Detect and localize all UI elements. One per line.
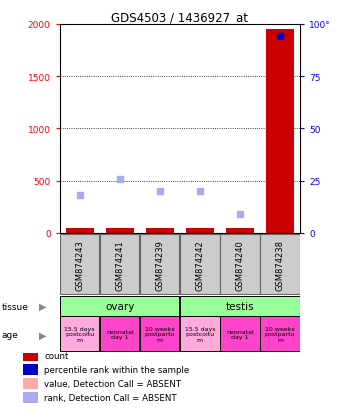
Text: GSM874238: GSM874238 [276,239,284,290]
Text: 10 weeks
postpartu
m: 10 weeks postpartu m [265,326,295,342]
Bar [220,235,260,295]
Text: 15.5 days
postcoitu
m: 15.5 days postcoitu m [185,326,215,342]
Text: ▶: ▶ [39,301,47,311]
Text: neonatal
day 1: neonatal day 1 [106,329,134,339]
Bar [66,229,94,233]
Bar [180,235,220,295]
Bar [140,317,179,351]
Bar [266,30,294,233]
Bar [24,378,38,389]
Text: 15.5 days
postcoitu
m: 15.5 days postcoitu m [64,326,95,342]
Text: GSM874243: GSM874243 [75,240,84,290]
Bar [140,235,179,295]
Text: 10 weeks
postpartu
m: 10 weeks postpartu m [145,326,175,342]
Bar [100,317,139,351]
Text: count: count [44,351,69,361]
Text: ▶: ▶ [39,330,47,339]
Bar [226,229,254,233]
Bar [60,317,99,351]
Bar [220,317,260,351]
Bar [186,229,214,233]
Title: GDS4503 / 1436927_at: GDS4503 / 1436927_at [112,11,248,24]
Bar [24,365,38,375]
Text: value, Detection Call = ABSENT: value, Detection Call = ABSENT [44,379,181,388]
Text: tissue: tissue [2,302,29,311]
Text: neonatal
day 1: neonatal day 1 [226,329,254,339]
Text: rank, Detection Call = ABSENT: rank, Detection Call = ABSENT [44,393,177,402]
Bar [106,229,134,233]
Bar [180,296,300,316]
Text: GSM874239: GSM874239 [155,240,164,290]
Bar [60,235,99,295]
Bar [100,235,139,295]
Bar [261,235,300,295]
Text: percentile rank within the sample: percentile rank within the sample [44,366,189,374]
Text: age: age [2,330,18,339]
Bar [146,229,174,233]
Bar [180,317,220,351]
Text: GSM874242: GSM874242 [195,240,204,290]
Bar [60,296,179,316]
Text: GSM874241: GSM874241 [115,240,124,290]
Text: GSM874240: GSM874240 [236,240,244,290]
Bar [24,392,38,403]
Text: ovary: ovary [105,301,134,311]
Bar [261,317,300,351]
Text: testis: testis [226,301,254,311]
Bar [24,351,38,361]
